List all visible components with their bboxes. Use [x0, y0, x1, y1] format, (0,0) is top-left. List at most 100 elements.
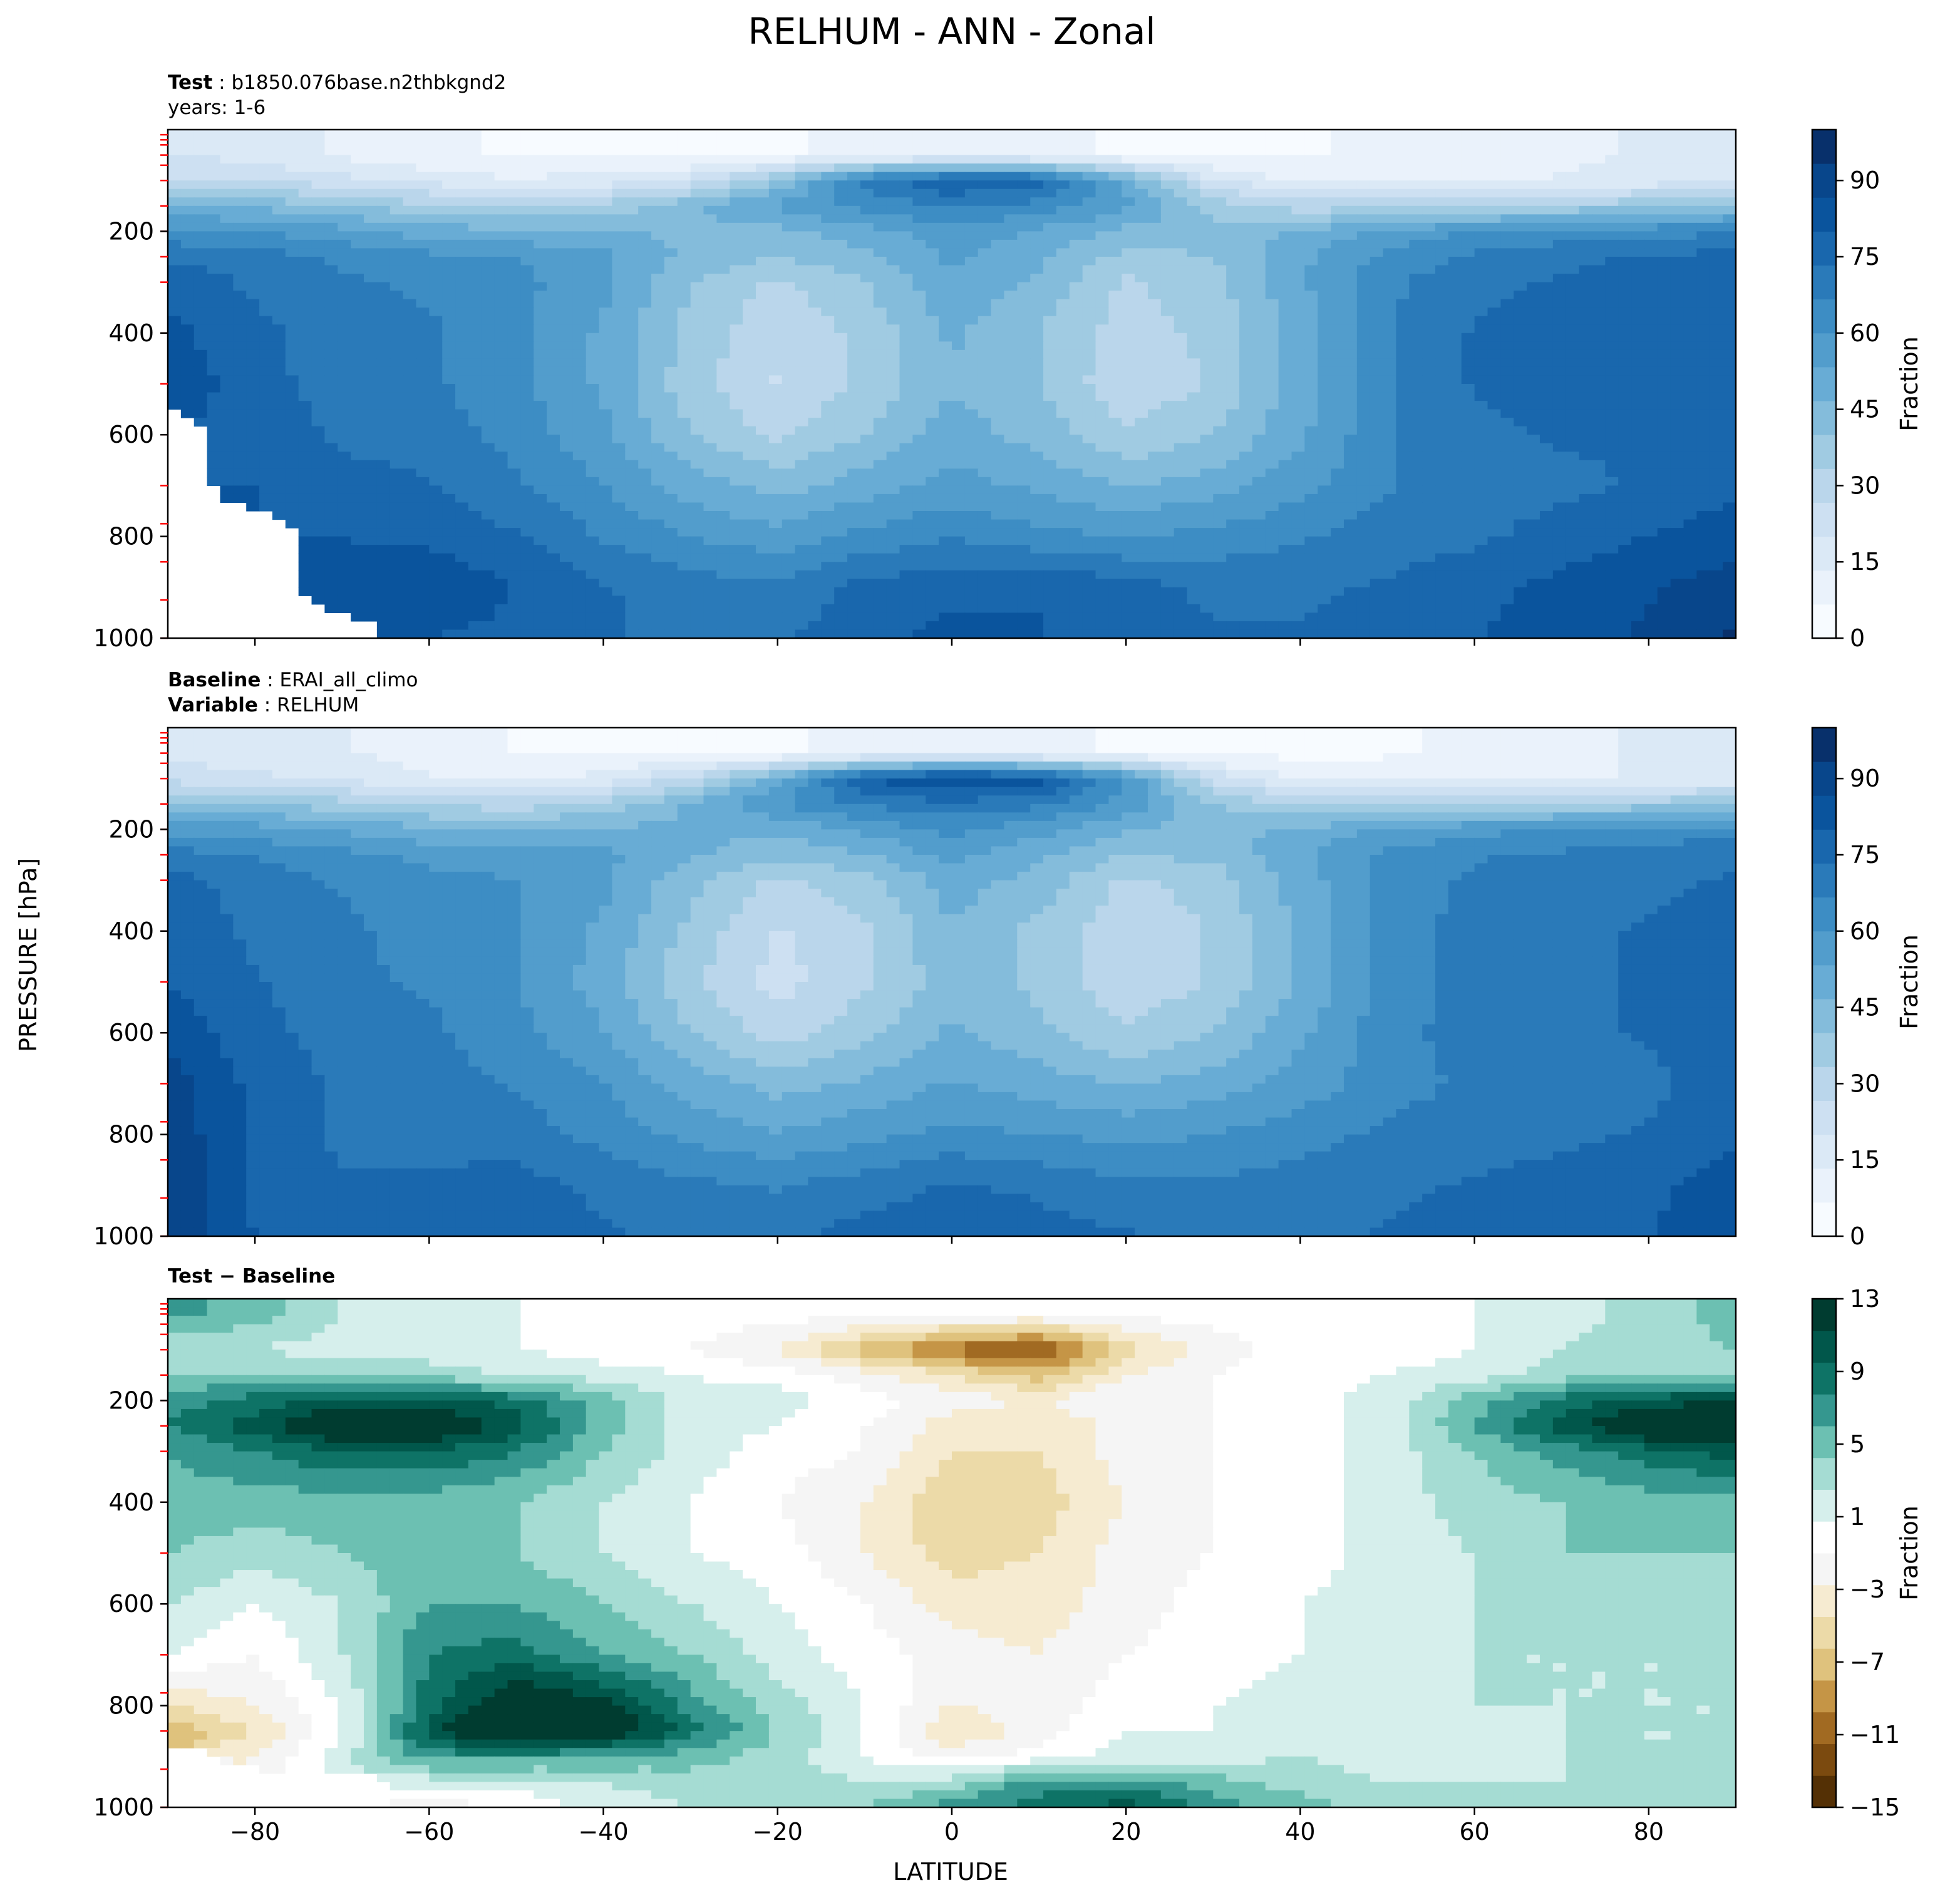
- test-cell: [324, 214, 338, 224]
- test-cell: [1239, 248, 1253, 257]
- test-cell: [912, 418, 926, 427]
- test-cell: [1291, 358, 1305, 368]
- test-cell: [376, 222, 391, 232]
- test-cell: [547, 477, 560, 486]
- test-cell: [821, 274, 835, 283]
- test-cell: [1670, 155, 1684, 164]
- test-cell: [964, 248, 979, 257]
- test-cell: [781, 477, 796, 486]
- test-cell: [1670, 188, 1684, 198]
- test-cell: [1122, 274, 1135, 283]
- test-cell: [1108, 375, 1122, 385]
- test-cell: [585, 239, 600, 249]
- test-cell: [638, 214, 652, 224]
- test-cell: [612, 130, 626, 139]
- test-cell: [1095, 214, 1109, 224]
- test-cell: [272, 426, 286, 435]
- test-cell: [246, 155, 260, 164]
- test-cell: [1657, 443, 1671, 452]
- test-cell: [821, 257, 835, 266]
- test-cell: [1592, 291, 1606, 300]
- test-cell: [376, 435, 391, 444]
- test-cell: [481, 392, 495, 401]
- test-cell: [1173, 401, 1188, 410]
- test-cell: [1017, 392, 1031, 401]
- test-cell: [1030, 155, 1044, 164]
- test-cell: [1514, 418, 1527, 427]
- test-cell: [1644, 130, 1658, 139]
- test-cell: [1579, 291, 1593, 300]
- test-cell: [1095, 452, 1109, 461]
- test-cell: [991, 435, 1005, 444]
- test-cell: [1670, 291, 1684, 300]
- test-cell: [1213, 163, 1227, 173]
- test-cell: [376, 349, 391, 359]
- test-cell: [233, 130, 247, 139]
- test-cell: [1252, 452, 1266, 461]
- test-cell: [193, 265, 208, 274]
- test-cell: [534, 265, 547, 274]
- test-cell: [1723, 341, 1736, 351]
- test-cell: [886, 257, 900, 266]
- test-cell: [781, 239, 796, 249]
- test-cell: [1017, 248, 1031, 257]
- test-cell: [1565, 443, 1580, 452]
- test-cell: [351, 316, 364, 325]
- test-cell: [1318, 384, 1331, 393]
- test-cell: [1683, 257, 1697, 266]
- test-cell: [821, 299, 835, 308]
- test-cell: [193, 409, 208, 418]
- test-cell: [1383, 188, 1397, 198]
- test-cell: [651, 333, 665, 342]
- test-cell: [1579, 333, 1593, 342]
- test-cell: [324, 316, 338, 325]
- test-cell: [1448, 460, 1462, 469]
- test-cell: [259, 435, 273, 444]
- test-cell: [560, 435, 574, 444]
- test-cell: [1396, 426, 1410, 435]
- test-cell: [1474, 205, 1488, 215]
- test-cell: [233, 222, 247, 232]
- test-cell: [442, 307, 456, 317]
- test-cell: [1278, 257, 1292, 266]
- test-cell: [1356, 172, 1371, 181]
- test-cell: [285, 138, 299, 147]
- test-cell: [690, 299, 704, 308]
- test-cell: [1017, 401, 1031, 410]
- test-cell: [1356, 155, 1371, 164]
- test-cell: [847, 324, 861, 334]
- test-cell: [977, 138, 992, 147]
- test-cell: [1540, 426, 1554, 435]
- test-cell: [664, 222, 678, 232]
- test-cell: [781, 147, 796, 156]
- test-cell: [1043, 155, 1057, 164]
- test-cell: [1409, 366, 1423, 376]
- test-cell: [716, 392, 730, 401]
- test-cell: [1683, 222, 1697, 232]
- test-cell: [560, 197, 574, 207]
- test-cell: [1514, 341, 1527, 351]
- test-cell: [1670, 435, 1684, 444]
- test-cell: [1069, 401, 1083, 410]
- test-cell: [651, 341, 665, 351]
- test-cell: [298, 392, 312, 401]
- test-cell: [1409, 384, 1423, 393]
- test-cell: [442, 460, 456, 469]
- test-cell: [1056, 188, 1070, 198]
- test-cell: [939, 291, 952, 300]
- test-cell: [442, 130, 456, 139]
- test-cell: [638, 155, 652, 164]
- test-cell: [324, 205, 338, 215]
- test-cell: [338, 477, 351, 486]
- test-cell: [364, 248, 378, 257]
- test-cell: [1552, 155, 1567, 164]
- test-cell: [572, 384, 587, 393]
- test-cell: [768, 349, 783, 359]
- test-cell: [1278, 341, 1292, 351]
- test-cell: [259, 468, 273, 478]
- test-cell: [403, 358, 417, 368]
- test-cell: [808, 214, 822, 224]
- test-cell: [1173, 349, 1188, 359]
- test-cell: [1331, 366, 1344, 376]
- test-cell: [1160, 163, 1175, 173]
